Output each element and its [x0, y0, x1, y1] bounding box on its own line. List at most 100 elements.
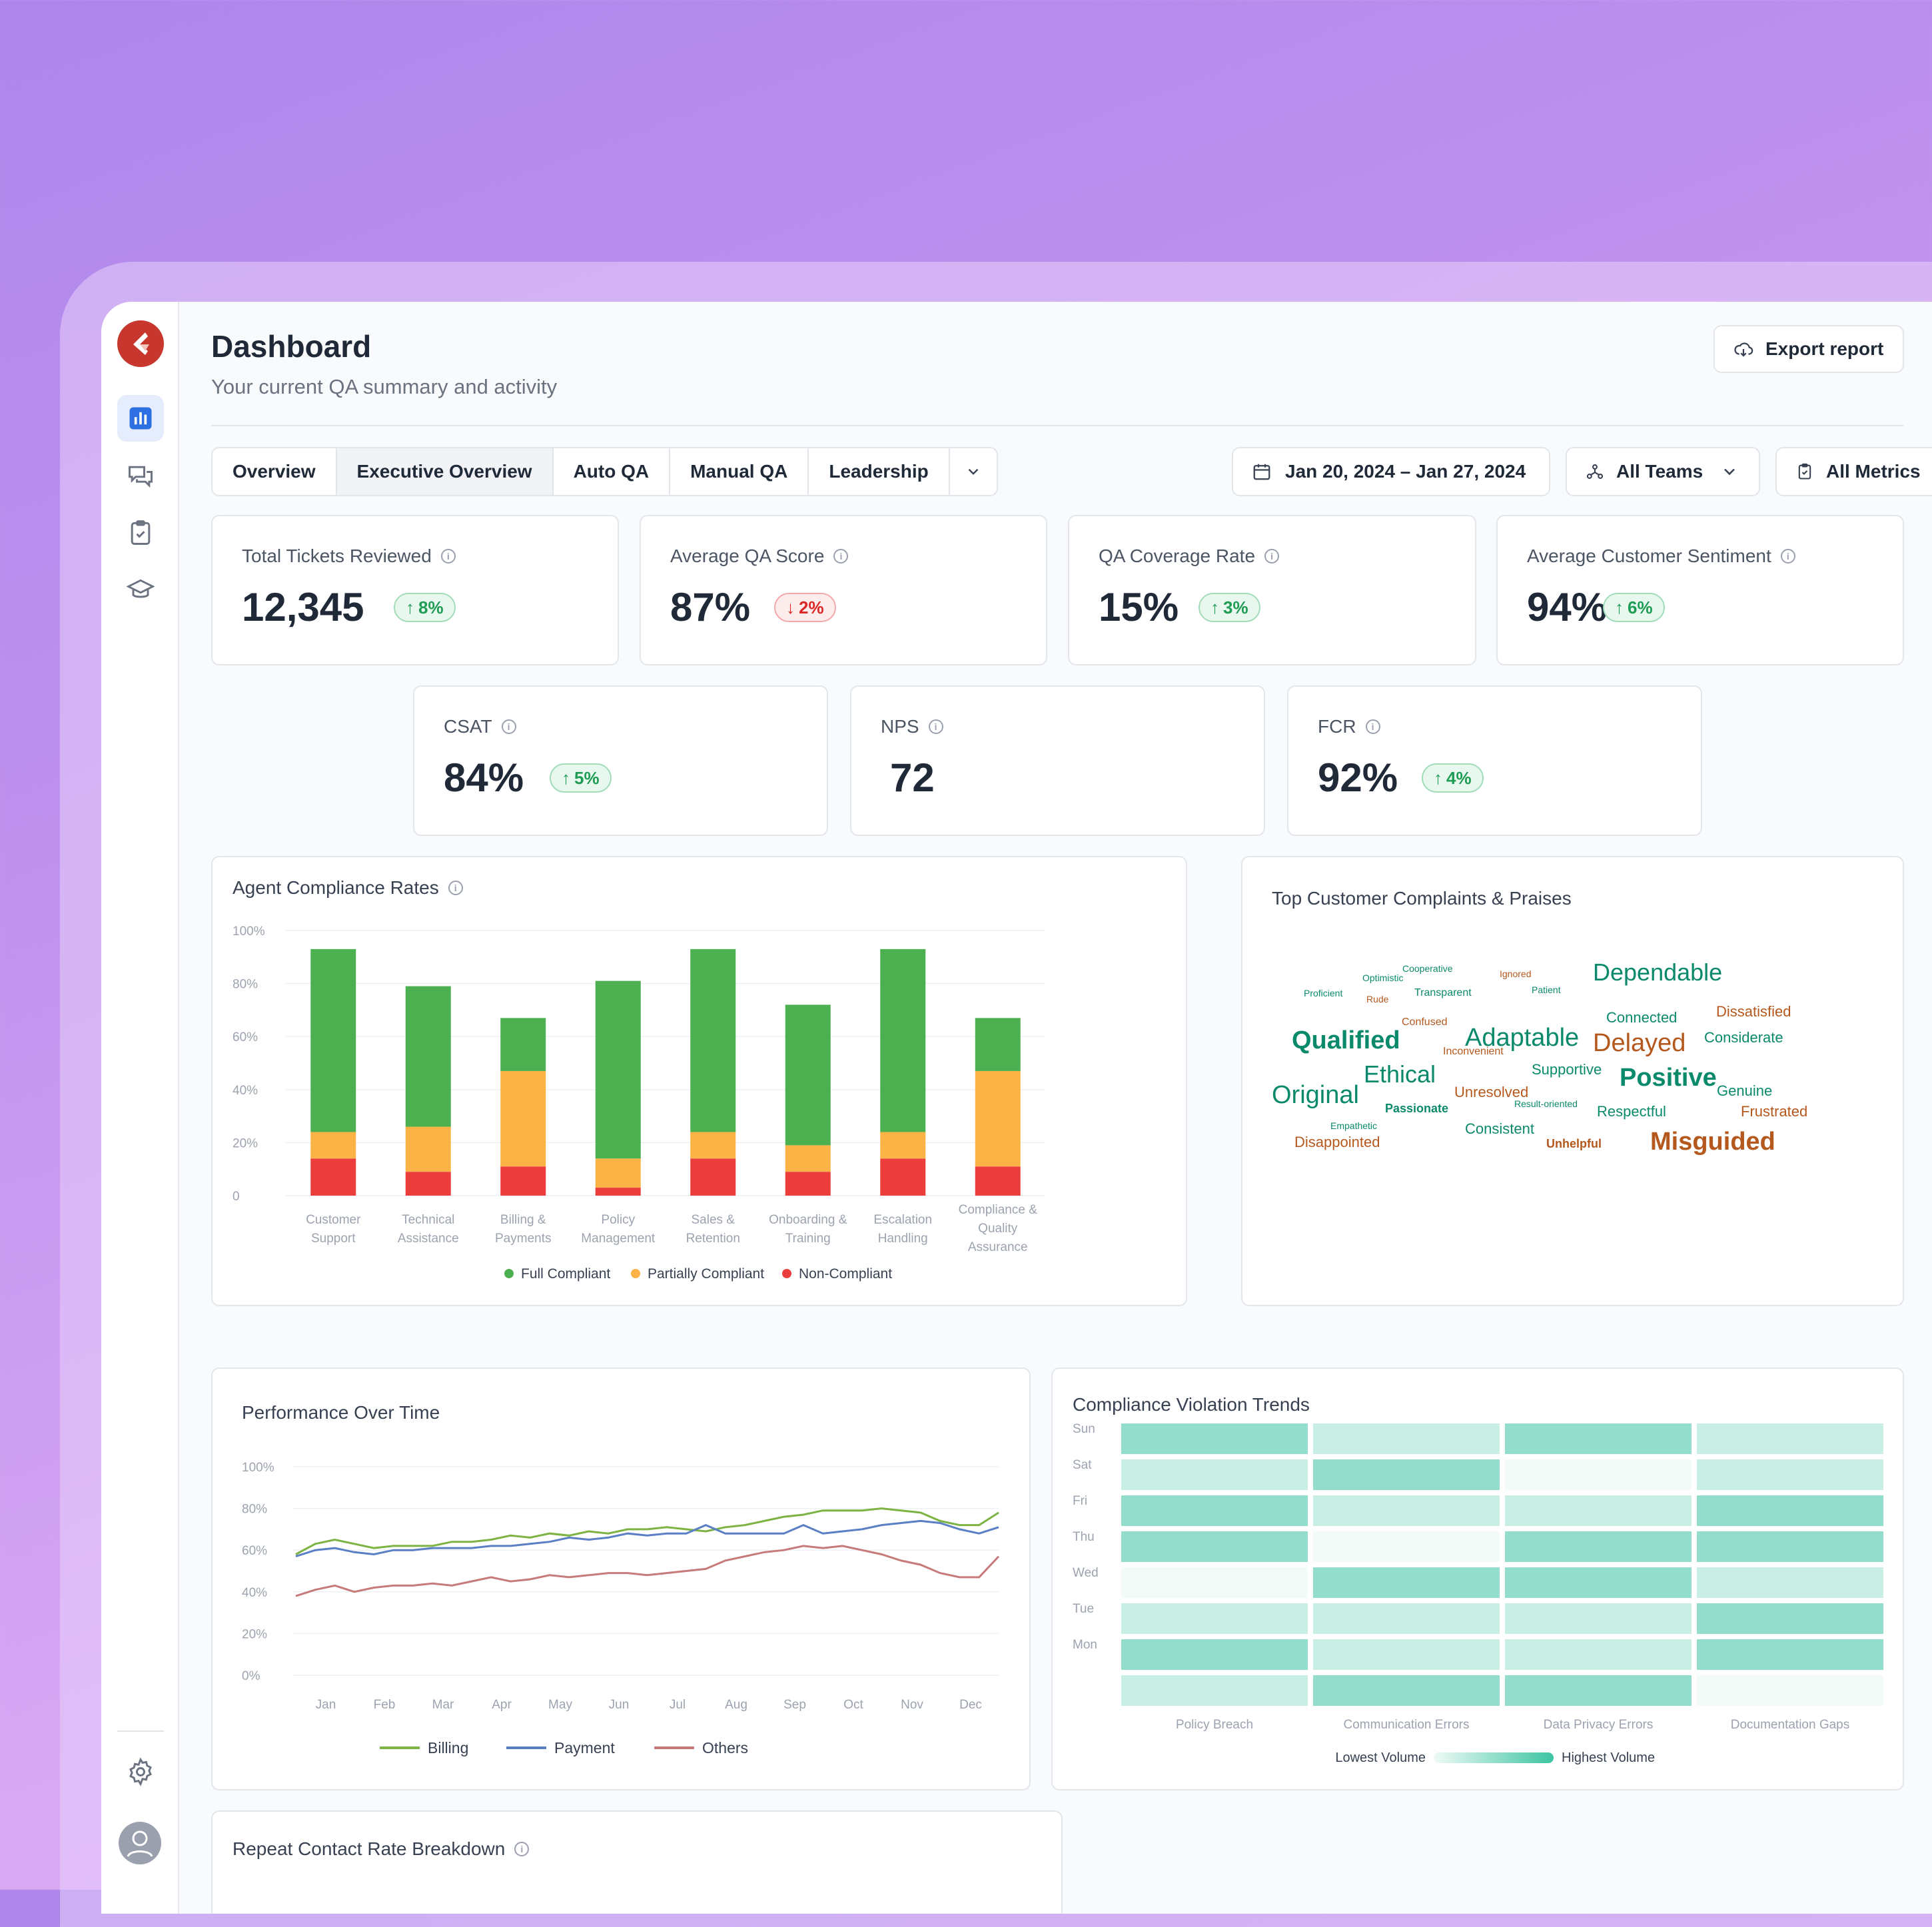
word-cloud-term: Inconvenient — [1443, 1046, 1504, 1057]
metrics-dropdown[interactable]: All Metrics — [1775, 447, 1932, 496]
tab-auto-qa[interactable]: Auto QA — [554, 448, 671, 495]
heatmap-cell — [1697, 1567, 1883, 1598]
legend-gradient-bar — [1434, 1752, 1554, 1763]
nav-dashboard-icon[interactable] — [117, 395, 164, 442]
kpi-label-row: FCR i — [1318, 716, 1380, 737]
legend-low-label: Lowest Volume — [1335, 1750, 1426, 1765]
info-icon[interactable]: i — [1365, 719, 1380, 734]
bar-segment — [595, 1188, 641, 1196]
x-category-label: Retention — [686, 1232, 740, 1246]
info-icon[interactable]: i — [514, 1842, 530, 1856]
info-icon[interactable]: i — [833, 549, 849, 564]
heatmap-cell — [1121, 1423, 1308, 1454]
heatmap-cell — [1121, 1639, 1308, 1670]
heatmap-cell — [1505, 1603, 1691, 1634]
info-icon[interactable]: i — [1264, 549, 1280, 564]
settings-gear-icon[interactable] — [117, 1748, 164, 1795]
brand-logo[interactable] — [117, 320, 164, 367]
y-tick-label: 20% — [242, 1627, 267, 1641]
x-category-label: Technical — [402, 1213, 454, 1227]
bar-segment — [975, 1018, 1021, 1071]
complaints-praises-card: Top Customer Complaints & Praises Cooper… — [1241, 856, 1904, 1306]
bar-segment — [405, 986, 451, 1127]
nav-conversations-icon[interactable] — [117, 452, 164, 499]
teams-dropdown[interactable]: All Teams — [1566, 447, 1760, 496]
word-cloud-term: Qualified — [1292, 1026, 1400, 1054]
card-title: Compliance Violation Trends — [1073, 1394, 1310, 1415]
clipboard-icon — [1798, 463, 1811, 480]
x-category-label: Onboarding & — [769, 1213, 847, 1227]
bar-segment — [310, 1158, 356, 1196]
kpi-label: NPS — [881, 716, 919, 737]
kpi-card-total-tickets: Total Tickets Reviewed i 12,345 ↑ 8% — [211, 515, 619, 665]
heatmap-cell — [1121, 1459, 1308, 1490]
kpi-value: 94% — [1527, 585, 1608, 629]
legend-label: Payment — [554, 1739, 615, 1756]
tab-manual-qa[interactable]: Manual QA — [670, 448, 809, 495]
info-icon[interactable]: i — [1780, 549, 1795, 564]
export-report-button[interactable]: Export report — [1713, 325, 1904, 373]
heatmap-cell — [1121, 1495, 1308, 1526]
heatmap-cell — [1697, 1423, 1883, 1454]
kpi-value: 12,345 — [242, 585, 364, 629]
arrow-up-icon: ↑ — [562, 767, 570, 788]
date-range-picker[interactable]: Jan 20, 2024 – Jan 27, 2024 — [1232, 447, 1550, 496]
word-cloud-term: Confused — [1402, 1016, 1448, 1028]
kpi-card-average-qa-score: Average QA Score i 87% ↓ 2% — [640, 515, 1047, 665]
heatmap-cell — [1121, 1531, 1308, 1562]
word-cloud-term: Disappointed — [1294, 1134, 1380, 1150]
page-title: Dashboard — [211, 329, 372, 364]
heatmap-cell — [1505, 1495, 1691, 1526]
sidebar-divider — [117, 1731, 164, 1732]
y-tick-label: 0 — [233, 1190, 240, 1204]
x-category-label: Escalation — [873, 1213, 932, 1227]
word-cloud-term: Result-oriented — [1514, 1098, 1578, 1109]
x-category-label: Billing & — [500, 1213, 546, 1227]
x-category-label: Support — [311, 1232, 356, 1246]
x-category-label: Compliance & — [959, 1203, 1038, 1217]
kpi-card-customer-sentiment: Average Customer Sentiment i 94% ↑ 6% — [1496, 515, 1904, 665]
word-cloud-term: Original — [1272, 1081, 1359, 1109]
info-icon[interactable]: i — [440, 549, 456, 564]
kpi-change-value: 5% — [574, 767, 600, 788]
heatmap-cell — [1505, 1639, 1691, 1670]
heatmap-cell — [1505, 1531, 1691, 1562]
tab-overview[interactable]: Overview — [213, 448, 337, 495]
bar-segment — [975, 1070, 1021, 1167]
tabs-more-chevron-down-icon[interactable] — [950, 448, 997, 495]
column-label: Documentation Gaps — [1731, 1718, 1850, 1732]
nav-tasks-icon[interactable] — [117, 510, 164, 556]
kpi-label: QA Coverage Rate — [1099, 546, 1256, 566]
bar-segment — [500, 1070, 546, 1167]
kpi-label-row: NPS i — [881, 716, 943, 737]
kpi-card-nps: NPS i 72 — [850, 685, 1265, 836]
heatmap-cell — [1121, 1675, 1308, 1706]
kpi-change-badge: ↑ 3% — [1199, 593, 1260, 622]
user-avatar[interactable] — [119, 1822, 161, 1864]
tab-bar: Overview Executive Overview Auto QA Manu… — [211, 447, 998, 496]
word-cloud-term: Consistent — [1465, 1120, 1534, 1137]
x-category-label: Assistance — [398, 1232, 459, 1246]
header-divider — [211, 425, 1903, 426]
teams-dropdown-value: All Teams — [1616, 461, 1703, 482]
word-cloud-term: Patient — [1532, 984, 1561, 995]
x-tick-label: Jul — [670, 1698, 686, 1712]
word-cloud-term: Empathetic — [1330, 1120, 1378, 1131]
heatmap-cell — [1313, 1675, 1500, 1706]
nav-training-icon[interactable] — [117, 567, 164, 613]
x-category-label: Management — [581, 1232, 656, 1246]
compliance-bar-chart: 100% 80% 60% 40% 20% 0 Customer Support Technica… — [233, 925, 1045, 1282]
bar-segment — [690, 1132, 736, 1159]
info-icon[interactable]: i — [448, 881, 463, 895]
x-tick-label: Jan — [316, 1698, 336, 1712]
repeat-contact-card: Repeat Contact Rate Breakdown i — [211, 1810, 1063, 1914]
info-icon[interactable]: i — [501, 719, 516, 734]
tab-executive-overview[interactable]: Executive Overview — [336, 448, 554, 495]
word-cloud-term: Adaptable — [1465, 1024, 1580, 1052]
heatmap-cell — [1121, 1603, 1308, 1634]
info-icon[interactable]: i — [928, 719, 943, 734]
tab-leadership[interactable]: Leadership — [809, 448, 950, 495]
kpi-change-badge: ↓ 2% — [774, 593, 836, 622]
kpi-change-value: 2% — [799, 597, 824, 617]
x-category-label: Payments — [495, 1232, 551, 1246]
